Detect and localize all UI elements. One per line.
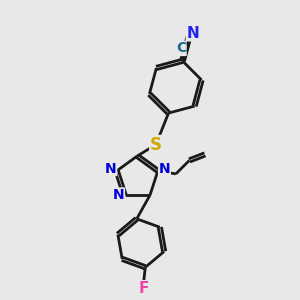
Text: N: N xyxy=(159,162,170,176)
Text: C: C xyxy=(176,41,186,56)
Text: N: N xyxy=(186,26,199,41)
Text: F: F xyxy=(139,281,149,296)
Text: N: N xyxy=(105,161,117,176)
Text: N: N xyxy=(113,188,124,202)
Text: S: S xyxy=(150,136,162,154)
